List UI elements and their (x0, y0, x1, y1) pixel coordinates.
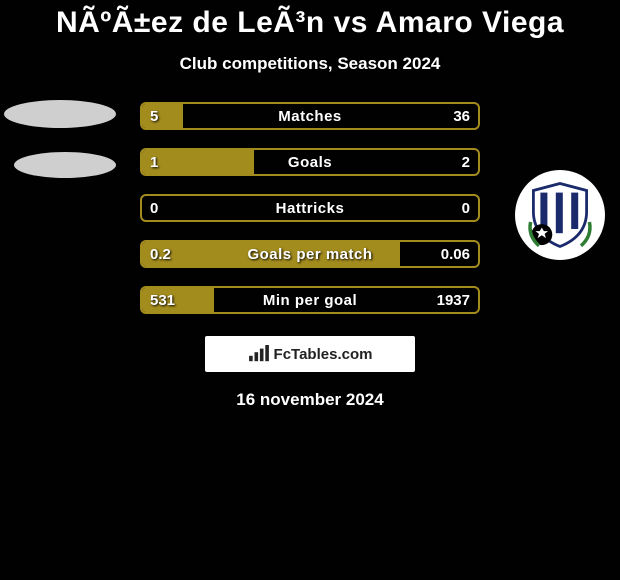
stat-right-value: 0.06 (428, 246, 470, 263)
stat-left-value: 1 (150, 154, 192, 171)
stat-row-goals-per-match: 0.2Goals per match0.06 (140, 240, 480, 268)
stat-label: Hattricks (192, 200, 428, 217)
left-player-badge-mid (14, 152, 116, 178)
left-player-badge-top (4, 100, 116, 128)
stat-row-matches: 5Matches36 (140, 102, 480, 130)
stat-row-goals: 1Goals2 (140, 148, 480, 176)
subtitle: Club competitions, Season 2024 (0, 54, 620, 74)
stat-right-value: 0 (428, 200, 470, 217)
stat-left-value: 5 (150, 108, 192, 125)
right-club-logo (515, 170, 605, 260)
page-title: NÃºÃ±ez de LeÃ³n vs Amaro Viega (0, 6, 620, 40)
stat-left-value: 0.2 (150, 246, 192, 263)
stat-label: Min per goal (192, 292, 428, 309)
club-crest-icon (525, 180, 595, 250)
comparison-panel: 5Matches36 1Goals2 0Hattricks0 0.2Goals per… (0, 102, 620, 314)
bar-chart-icon (248, 345, 270, 363)
stat-rows: 5Matches36 1Goals2 0Hattricks0 0.2Goals per… (140, 102, 480, 314)
stat-label: Goals per match (192, 246, 428, 263)
stat-left-value: 0 (150, 200, 192, 217)
stat-row-hattricks: 0Hattricks0 (140, 194, 480, 222)
snapshot-date: 16 november 2024 (0, 390, 620, 410)
stat-row-min-per-goal: 531Min per goal1937 (140, 286, 480, 314)
brand-text: FcTables.com (274, 346, 373, 363)
stat-label: Matches (192, 108, 428, 125)
stat-label: Goals (192, 154, 428, 171)
brand-footer[interactable]: FcTables.com (205, 336, 415, 372)
stat-right-value: 2 (428, 154, 470, 171)
stat-right-value: 36 (428, 108, 470, 125)
stat-right-value: 1937 (428, 292, 470, 309)
stat-left-value: 531 (150, 292, 192, 309)
